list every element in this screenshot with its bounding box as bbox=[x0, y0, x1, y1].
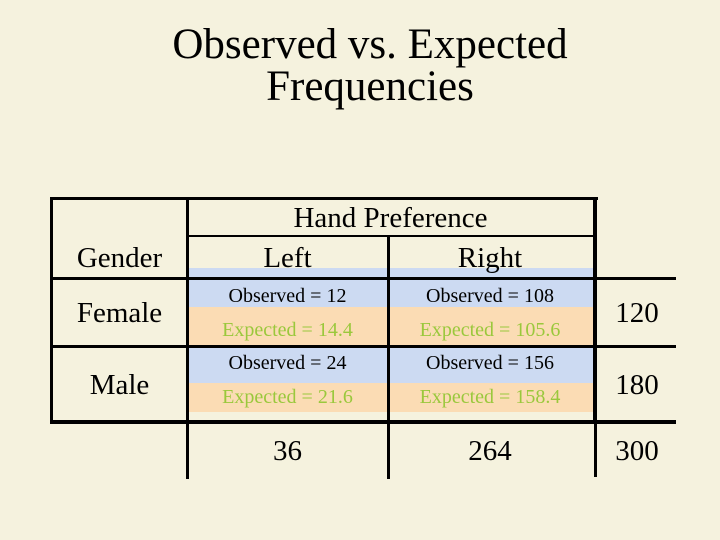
expected-band-male bbox=[188, 383, 593, 412]
cell-male-right-expected: Expected = 158.4 bbox=[419, 386, 561, 408]
table-border-bottom bbox=[50, 420, 676, 424]
female-male-row-divider bbox=[50, 345, 676, 348]
gender-column-divider bbox=[186, 197, 189, 479]
cell-female-right-observed: Observed = 108 bbox=[426, 285, 554, 307]
expected-band-female bbox=[188, 307, 593, 345]
title-line-2: Frequencies bbox=[266, 63, 474, 110]
corner-header-gender: Gender bbox=[76, 242, 163, 274]
row-total-female: 120 bbox=[615, 297, 659, 329]
hand-preference-underline bbox=[186, 235, 597, 237]
column-group-header: Hand Preference bbox=[293, 202, 488, 234]
table-border-right bbox=[593, 197, 597, 424]
row-total-male: 180 bbox=[615, 369, 659, 401]
column-total-right: 264 bbox=[468, 435, 512, 467]
row-label-male: Male bbox=[89, 369, 150, 401]
slide-title: Observed vs. Expected Frequencies bbox=[20, 21, 720, 110]
observed-band-male bbox=[188, 345, 593, 383]
left-right-column-divider bbox=[387, 235, 390, 479]
observed-band-female bbox=[188, 268, 593, 307]
cell-female-right-expected: Expected = 105.6 bbox=[419, 319, 561, 341]
cell-male-right-observed: Observed = 156 bbox=[426, 352, 554, 374]
cell-male-left-observed: Observed = 24 bbox=[228, 352, 347, 374]
column-header-right: Right bbox=[457, 242, 523, 274]
cell-male-left-expected: Expected = 21.6 bbox=[222, 386, 353, 408]
table-border-top bbox=[50, 197, 598, 200]
cell-female-left-expected: Expected = 14.4 bbox=[222, 319, 353, 341]
grand-total: 300 bbox=[615, 435, 659, 467]
cell-female-left-observed: Observed = 12 bbox=[228, 285, 347, 307]
column-header-left: Left bbox=[263, 242, 312, 274]
header-row-divider bbox=[50, 277, 676, 280]
column-total-left: 36 bbox=[273, 435, 302, 467]
right-border-extension bbox=[594, 424, 597, 477]
table-border-left bbox=[50, 197, 53, 424]
row-label-female: Female bbox=[76, 297, 163, 329]
title-line-1: Observed vs. Expected bbox=[172, 21, 568, 68]
